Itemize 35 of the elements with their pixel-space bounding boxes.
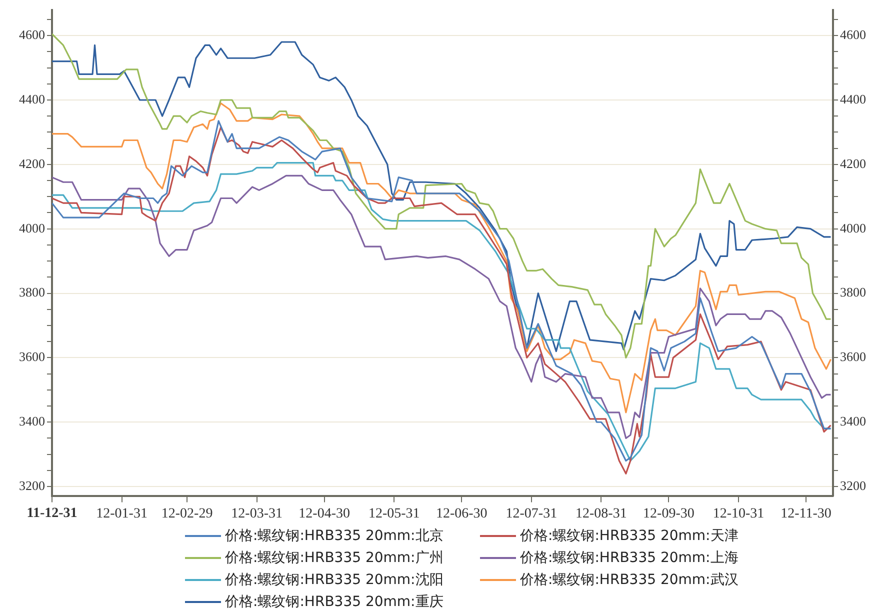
legend-label: 价格:螺纹钢:HRB335 20mm:沈阳 <box>225 570 444 588</box>
x-tick-label: 12-07-31 <box>506 506 558 522</box>
y2-tick-label: 4000 <box>840 220 866 236</box>
y2-tick-label: 4200 <box>840 156 866 171</box>
y-tick-label: 4200 <box>19 156 45 171</box>
legend-label: 价格:螺纹钢:HRB335 20mm:天津 <box>520 526 738 544</box>
x-tick-label: 12-03-31 <box>231 506 282 522</box>
y2-tick-label: 3400 <box>840 414 866 429</box>
y-tick-label: 3200 <box>19 478 45 493</box>
x-tick-label: 12-08-31 <box>576 506 627 522</box>
y-tick-label: 4600 <box>19 26 45 42</box>
legend-label: 价格:螺纹钢:HRB335 20mm:广州 <box>225 548 444 566</box>
x-tick-label: 12-10-31 <box>712 506 764 522</box>
x-tick-label: 12-04-30 <box>298 506 350 522</box>
x-tick-label: 12-01-31 <box>96 506 148 522</box>
y-tick-label: 4000 <box>19 220 45 236</box>
x-tick-label: 12-06-30 <box>436 506 488 522</box>
y2-tick-label: 3200 <box>840 478 866 493</box>
legend-label: 价格:螺纹钢:HRB335 20mm:北京 <box>225 526 444 544</box>
y-tick-label: 4400 <box>19 91 45 106</box>
y2-tick-label: 3600 <box>840 349 866 364</box>
y-tick-label: 3600 <box>19 349 45 364</box>
y2-tick-label: 4600 <box>840 26 866 42</box>
legend-label: 价格:螺纹钢:HRB335 20mm:重庆 <box>225 592 444 610</box>
x-tick-label: 12-09-30 <box>643 506 694 522</box>
legend-label: 价格:螺纹钢:HRB335 20mm:武汉 <box>520 570 738 588</box>
x-tick-label: 12-11-30 <box>780 506 832 522</box>
y-tick-label: 3800 <box>19 284 45 300</box>
x-tick-label: 11-12-31 <box>26 506 78 522</box>
y2-tick-label: 4400 <box>840 91 866 106</box>
x-tick-label: 12-05-31 <box>368 506 420 522</box>
y2-tick-label: 3800 <box>840 284 866 300</box>
legend-label: 价格:螺纹钢:HRB335 20mm:上海 <box>520 548 738 566</box>
y-tick-label: 3400 <box>19 414 45 429</box>
x-tick-label: 12-02-29 <box>161 506 213 522</box>
